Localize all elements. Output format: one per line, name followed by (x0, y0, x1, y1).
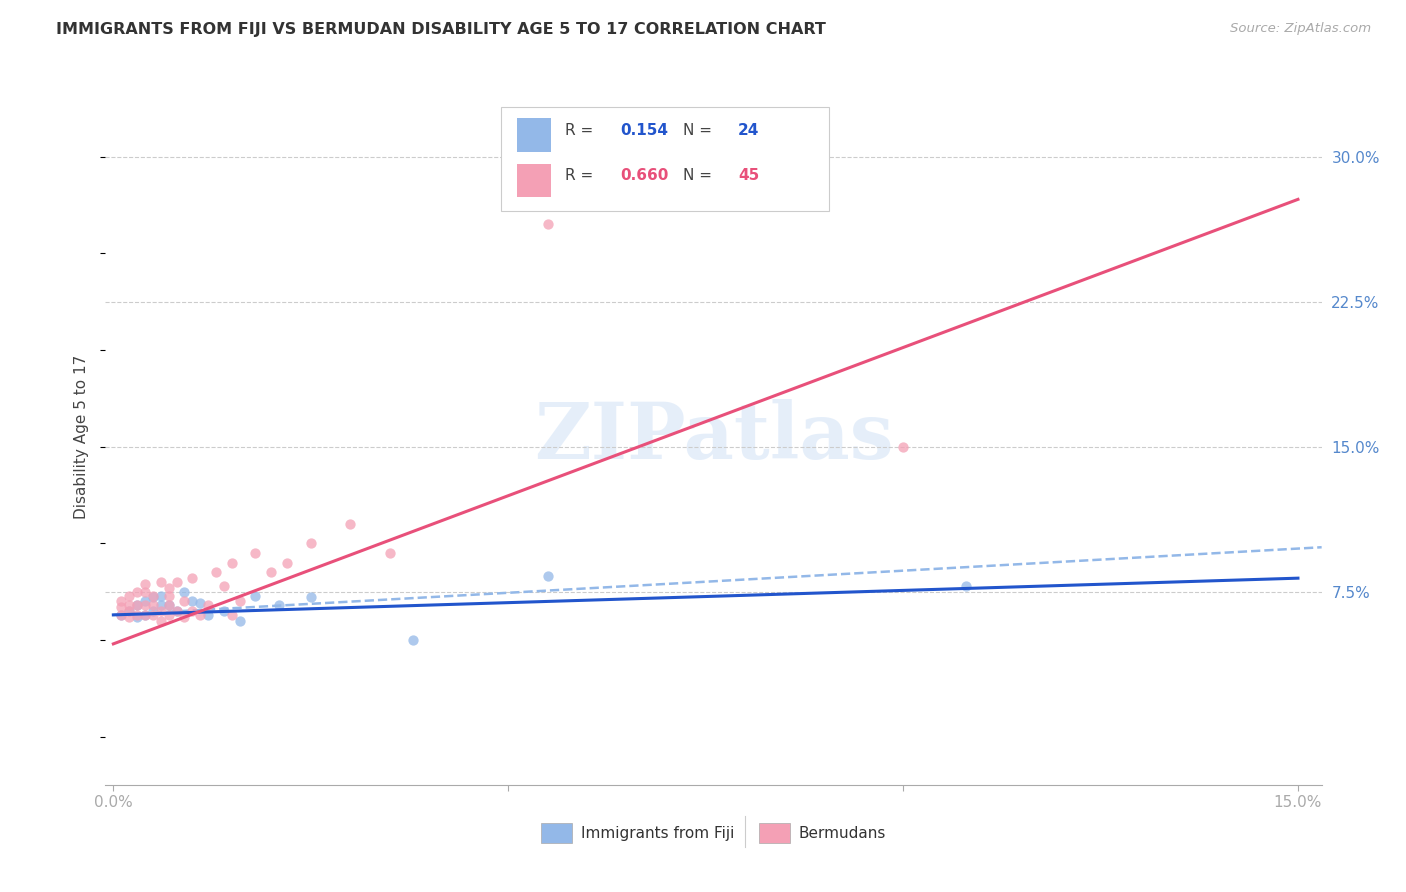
Point (118, 610, 141, 624)
Text: N =: N = (683, 168, 717, 183)
Point (134, 594, 156, 608)
Text: ZIPatlas: ZIPatlas (534, 399, 893, 475)
Point (157, 589, 180, 603)
Text: 45: 45 (738, 168, 759, 183)
Point (142, 591, 165, 605)
Point (149, 598, 172, 612)
Point (125, 598, 148, 612)
Bar (516, 163, 551, 197)
Text: N =: N = (683, 122, 717, 137)
Text: IMMIGRANTS FROM FIJI VS BERMUDAN DISABILITY AGE 5 TO 17 CORRELATION CHART: IMMIGRANTS FROM FIJI VS BERMUDAN DISABIL… (56, 22, 827, 37)
Point (134, 584, 156, 599)
FancyBboxPatch shape (501, 106, 830, 211)
Point (166, 604, 188, 618)
Point (197, 598, 219, 612)
Point (955, 579, 977, 593)
Text: 0.154: 0.154 (620, 122, 668, 137)
Point (245, 546, 267, 560)
Point (110, 607, 132, 622)
Point (221, 607, 243, 622)
Point (228, 614, 250, 628)
Point (134, 607, 156, 622)
Point (276, 556, 298, 570)
Point (134, 607, 156, 622)
Point (149, 575, 172, 590)
Point (339, 517, 361, 532)
Point (197, 607, 219, 622)
Point (212, 579, 235, 593)
Y-axis label: Disability Age 5 to 17: Disability Age 5 to 17 (75, 355, 90, 519)
Point (110, 607, 132, 622)
Text: 0.660: 0.660 (620, 168, 668, 183)
Point (157, 607, 180, 622)
Text: R =: R = (565, 168, 599, 183)
Point (299, 536, 322, 550)
Point (205, 566, 228, 580)
Point (157, 598, 180, 612)
Text: R =: R = (565, 122, 599, 137)
Point (118, 598, 141, 612)
Point (142, 598, 165, 612)
Point (181, 604, 204, 618)
Point (173, 594, 195, 608)
Point (188, 607, 211, 622)
Point (118, 604, 141, 618)
Point (245, 589, 267, 603)
Point (891, 440, 914, 454)
Point (118, 589, 141, 603)
Point (118, 604, 141, 618)
Point (173, 610, 195, 624)
Point (181, 594, 204, 608)
Point (188, 596, 211, 610)
Point (110, 600, 132, 615)
Point (134, 598, 156, 612)
Point (173, 584, 195, 599)
Point (110, 594, 132, 608)
Bar (516, 119, 551, 152)
Point (142, 607, 165, 622)
Point (537, 569, 560, 583)
Point (378, 546, 401, 560)
Point (157, 581, 180, 595)
Point (157, 598, 180, 612)
Point (142, 589, 165, 603)
Text: 24: 24 (738, 122, 759, 137)
Point (537, 218, 560, 232)
Text: Source: ZipAtlas.com: Source: ZipAtlas.com (1230, 22, 1371, 36)
Point (299, 591, 322, 605)
Point (149, 589, 172, 603)
Point (125, 610, 148, 624)
Point (166, 604, 188, 618)
Point (221, 556, 243, 570)
Point (142, 604, 165, 618)
Point (228, 594, 250, 608)
Text: Immigrants from Fiji: Immigrants from Fiji (581, 826, 734, 840)
Point (260, 566, 283, 580)
Point (212, 604, 235, 618)
Point (269, 598, 291, 612)
Point (402, 633, 425, 648)
Text: Bermudans: Bermudans (799, 826, 886, 840)
Point (134, 577, 156, 591)
Point (125, 598, 148, 612)
Point (166, 575, 188, 590)
Point (125, 584, 148, 599)
Point (149, 614, 172, 628)
Point (149, 604, 172, 618)
Point (181, 571, 204, 585)
Point (125, 607, 148, 622)
